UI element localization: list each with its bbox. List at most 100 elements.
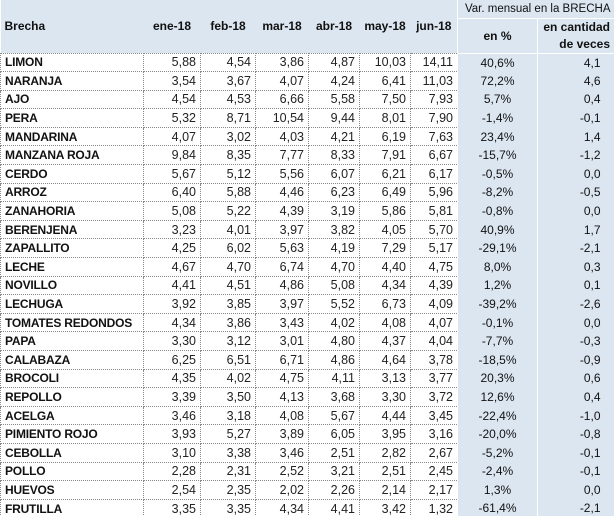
table-row: POLLO 2,28 2,31 2,52 3,21 2,51 2,45 -2,4% -0,1 <box>0 461 614 482</box>
header-var-veces: en cantidad de veces <box>537 17 614 54</box>
var-veces: -2,1 <box>537 238 614 258</box>
month-value: 6,67 <box>410 145 458 166</box>
table-row: ZANAHORIA 5,08 5,22 4,39 3,19 5,86 5,81 -0,8% 0,… <box>0 201 614 221</box>
month-value: 2,28 <box>143 461 201 482</box>
var-pct: -0,5% <box>457 164 538 184</box>
var-veces: 0,3 <box>537 257 614 277</box>
row-name: CERDO <box>0 164 144 184</box>
var-veces: -0,8 <box>537 424 614 444</box>
month-value: 2,51 <box>359 461 411 482</box>
table-row: LECHE 4,67 4,70 6,74 4,70 4,40 4,75 8,0% 0,3 <box>0 257 614 277</box>
row-name: ACELGA <box>0 405 144 426</box>
var-pct: 12,6% <box>457 387 538 407</box>
header-month: ene-18 <box>143 0 201 53</box>
table-row: CALABAZA 6,25 6,51 6,71 4,86 4,64 3,78 -18,5% -0… <box>0 350 614 370</box>
month-value: 4,70 <box>308 257 360 277</box>
row-name: BROCOLI <box>0 368 144 389</box>
month-value: 10,54 <box>255 108 309 128</box>
header-month: abr-18 <box>308 0 360 53</box>
month-value: 4,51 <box>200 275 256 296</box>
var-pct: -0,8% <box>457 201 538 221</box>
month-value: 5,08 <box>308 275 360 296</box>
row-name: LIMON <box>0 52 144 73</box>
month-value: 6,19 <box>359 126 411 147</box>
var-pct: -2,4% <box>457 462 538 481</box>
row-name: ZANAHORIA <box>0 201 144 221</box>
var-pct: 72,2% <box>457 71 538 91</box>
month-value: 6,23 <box>308 182 360 203</box>
var-pct: -15,7% <box>457 145 538 165</box>
month-value: 4,75 <box>410 257 458 277</box>
month-value: 3,86 <box>200 312 256 333</box>
month-value: 4,34 <box>143 312 201 333</box>
var-veces: -1,0 <box>537 406 614 425</box>
var-pct: 20,3% <box>457 369 538 388</box>
month-value: 8,35 <box>200 145 256 166</box>
table-row: MANZANA ROJA 9,84 8,35 7,77 8,33 7,91 6,67 -15,… <box>0 145 614 166</box>
header-month: jun-18 <box>410 0 458 53</box>
month-value: 2,52 <box>255 461 309 482</box>
month-value: 4,35 <box>143 368 201 389</box>
month-value: 8,01 <box>359 108 411 128</box>
var-pct: -39,2% <box>457 294 538 314</box>
var-pct: 40,9% <box>457 220 538 239</box>
var-veces: -0,3 <box>537 331 614 351</box>
month-value: 3,02 <box>200 126 256 147</box>
var-veces: 0,4 <box>537 90 614 109</box>
var-pct: 5,7% <box>457 90 538 109</box>
month-value: 4,08 <box>255 405 309 426</box>
month-value: 3,18 <box>200 405 256 426</box>
month-value: 2,14 <box>359 480 411 500</box>
month-value: 5,67 <box>308 405 360 426</box>
row-name: PERA <box>0 108 144 128</box>
var-pct: -29,1% <box>457 238 538 258</box>
month-value: 7,63 <box>410 126 458 147</box>
var-pct: -0,1% <box>457 313 538 332</box>
month-value: 4,03 <box>255 126 309 147</box>
month-value: 4,24 <box>308 71 360 91</box>
month-value: 2,35 <box>200 480 256 500</box>
month-value: 2,54 <box>143 480 201 500</box>
month-value: 3,10 <box>143 442 201 463</box>
month-value: 4,87 <box>308 52 360 73</box>
row-name: PIMIENTO ROJO <box>0 424 144 444</box>
month-value: 4,44 <box>359 405 411 426</box>
month-value: 7,90 <box>410 108 458 128</box>
month-value: 3,35 <box>143 498 201 516</box>
var-pct: -1,4% <box>457 108 538 128</box>
month-value: 4,37 <box>359 331 411 351</box>
month-value: 4,07 <box>410 312 458 333</box>
row-name: CEBOLLA <box>0 442 144 463</box>
month-value: 4,70 <box>200 257 256 277</box>
month-value: 3,97 <box>255 219 309 240</box>
month-value: 7,93 <box>410 89 458 110</box>
month-value: 3,23 <box>143 219 201 240</box>
month-value: 6,02 <box>200 238 256 259</box>
month-value: 6,25 <box>143 350 201 370</box>
var-pct: -5,2% <box>457 443 538 463</box>
month-value: 2,31 <box>200 461 256 482</box>
row-name: NARANJA <box>0 71 144 91</box>
month-value: 4,08 <box>359 312 411 333</box>
month-value: 4,01 <box>200 219 256 240</box>
table-row: CERDO 5,67 5,12 5,56 6,07 6,21 6,17 -0,5% 0,0 <box>0 164 614 184</box>
month-value: 4,80 <box>308 331 360 351</box>
row-name: ARROZ <box>0 182 144 203</box>
month-value: 3,67 <box>200 71 256 91</box>
month-value: 3,78 <box>410 350 458 370</box>
month-value: 3,92 <box>143 294 201 314</box>
month-value: 4,02 <box>308 312 360 333</box>
month-value: 4,54 <box>143 89 201 110</box>
var-veces: 0,6 <box>537 369 614 388</box>
month-value: 6,74 <box>255 257 309 277</box>
month-value: 2,02 <box>255 480 309 500</box>
var-pct: -8,2% <box>457 183 538 202</box>
month-value: 5,86 <box>359 201 411 221</box>
month-value: 3,42 <box>359 498 411 516</box>
table-row: ARROZ 6,40 5,88 4,46 6,23 6,49 5,96 -8,2% -0,5 <box>0 182 614 203</box>
row-name: TOMATES REDONDOS <box>0 312 144 333</box>
month-value: 3,21 <box>308 461 360 482</box>
month-value: 1,32 <box>410 498 458 516</box>
month-value: 4,34 <box>255 498 309 516</box>
var-veces: -2,1 <box>537 499 614 516</box>
